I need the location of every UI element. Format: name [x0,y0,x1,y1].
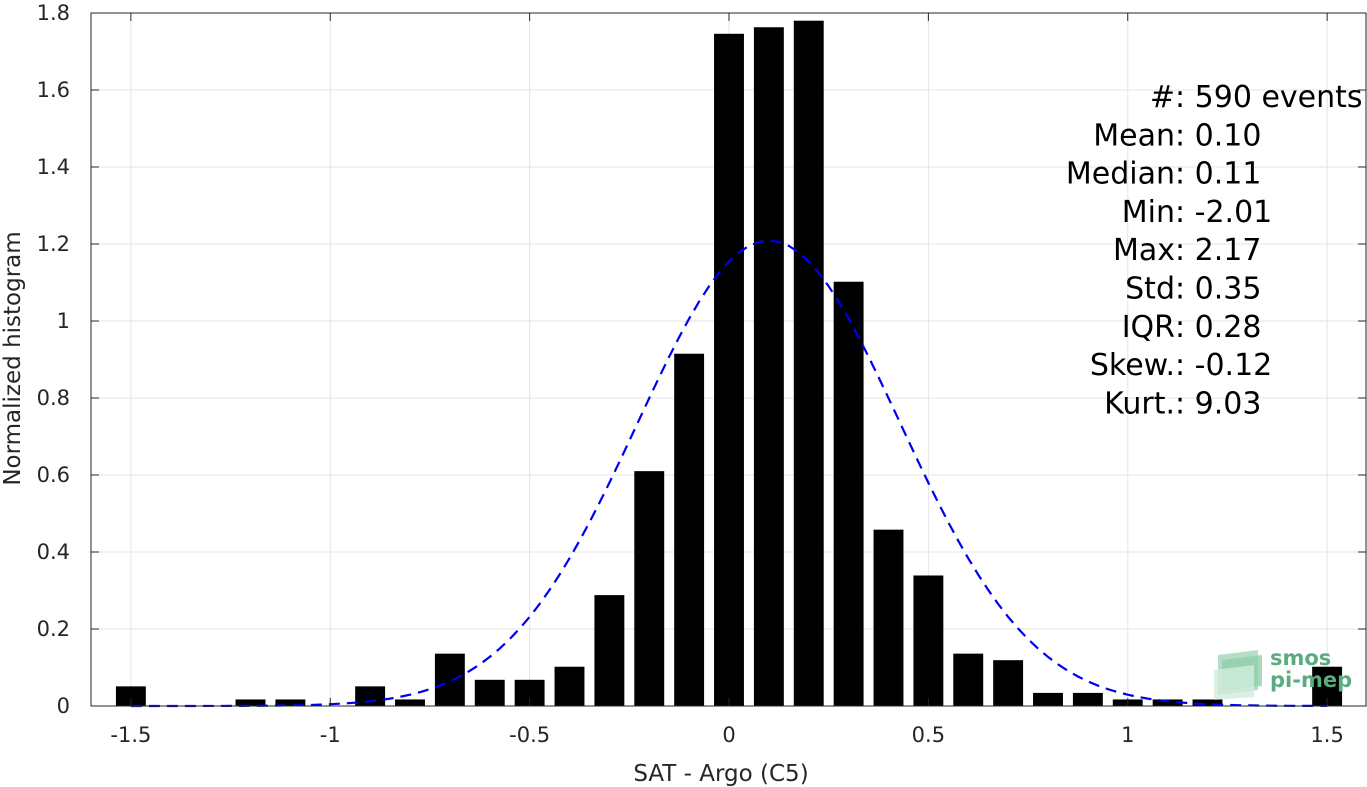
stat-value: : 2.17 [1175,233,1261,268]
smos-pi-mep-logo: smos pi-mep [1214,646,1352,700]
stat-label: Min [1122,195,1175,230]
y-tick-label: 1.4 [37,155,70,179]
histogram-bar [753,27,784,707]
stat-value: : -0.12 [1175,348,1272,383]
histogram-bar [1072,692,1103,706]
histogram-bar [594,595,625,706]
histogram-bar [275,699,306,706]
x-tick-label: -1.5 [110,723,151,747]
x-tick-label: -0.5 [509,723,550,747]
stat-label: Mean [1093,118,1175,153]
stat-label: Median [1066,157,1175,192]
histogram-bar [953,653,984,706]
y-tick-label: 1.2 [37,232,70,256]
stat-label: IQR [1122,310,1175,345]
histogram-bar [793,20,824,706]
logo-text-pi-mep: pi-mep [1270,668,1352,692]
histogram-bar [355,686,386,706]
stat-label: Max [1113,233,1175,268]
stat-label: Skew. [1090,348,1175,383]
y-tick-labels: 0 0.2 0.4 0.6 0.8 1 1.2 1.4 1.6 1.8 [37,1,70,718]
histogram-bar [434,653,465,706]
histogram-bar [554,666,585,706]
histogram-bar [1152,699,1183,706]
y-tick-label: 1.6 [37,78,70,102]
x-tick-label: 1.5 [1310,723,1343,747]
histogram-bar [634,471,665,706]
y-tick-label: 0 [57,694,70,718]
stat-value: : 590 events [1175,80,1363,115]
histogram-bar [115,686,146,706]
y-tick-label: 0.2 [37,617,70,641]
x-tick-label: 1 [1121,723,1134,747]
y-tick-label: 0.4 [37,540,70,564]
histogram-bar [873,529,904,706]
logo-mark-icon [1214,650,1262,700]
stat-value: : 0.35 [1175,272,1261,307]
histogram-bar [474,679,505,706]
histogram-bars [115,20,1343,707]
logo-text-smos: smos [1270,646,1331,670]
histogram-bar [674,353,705,706]
stat-label: Std [1125,272,1175,307]
stat-value: : 0.10 [1175,118,1261,153]
x-tick-label: 0.5 [912,723,945,747]
x-tick-label: -1 [320,723,341,747]
histogram-bar [833,281,864,706]
y-tick-label: 0.8 [37,386,70,410]
stat-value: : 0.11 [1175,157,1261,192]
x-axis-label: SAT - Argo (C5) [633,761,808,787]
axis-ticks [91,12,1366,707]
histogram-bar [235,699,266,706]
stat-label: # [1150,80,1175,115]
histogram-bar [993,660,1024,706]
histogram-bar [913,575,944,706]
y-tick-label: 1 [57,309,70,333]
y-axis-label: Normalized histogram [0,231,26,485]
histogram-bar [1033,692,1063,706]
x-tick-label: 0 [722,723,735,747]
x-tick-labels: -1.5 -1 -0.5 0 0.5 1 1.5 [110,723,1343,747]
stat-label: Kurt. [1104,386,1175,421]
y-tick-label: 1.8 [37,1,70,25]
y-tick-label: 0.6 [37,463,70,487]
stat-value: : -2.01 [1175,195,1272,230]
stat-value: : 0.28 [1175,310,1261,345]
histogram-bar [395,699,425,706]
histogram-bar [1192,699,1223,706]
stat-value: : 9.03 [1175,386,1261,421]
histogram-bar [714,33,744,707]
